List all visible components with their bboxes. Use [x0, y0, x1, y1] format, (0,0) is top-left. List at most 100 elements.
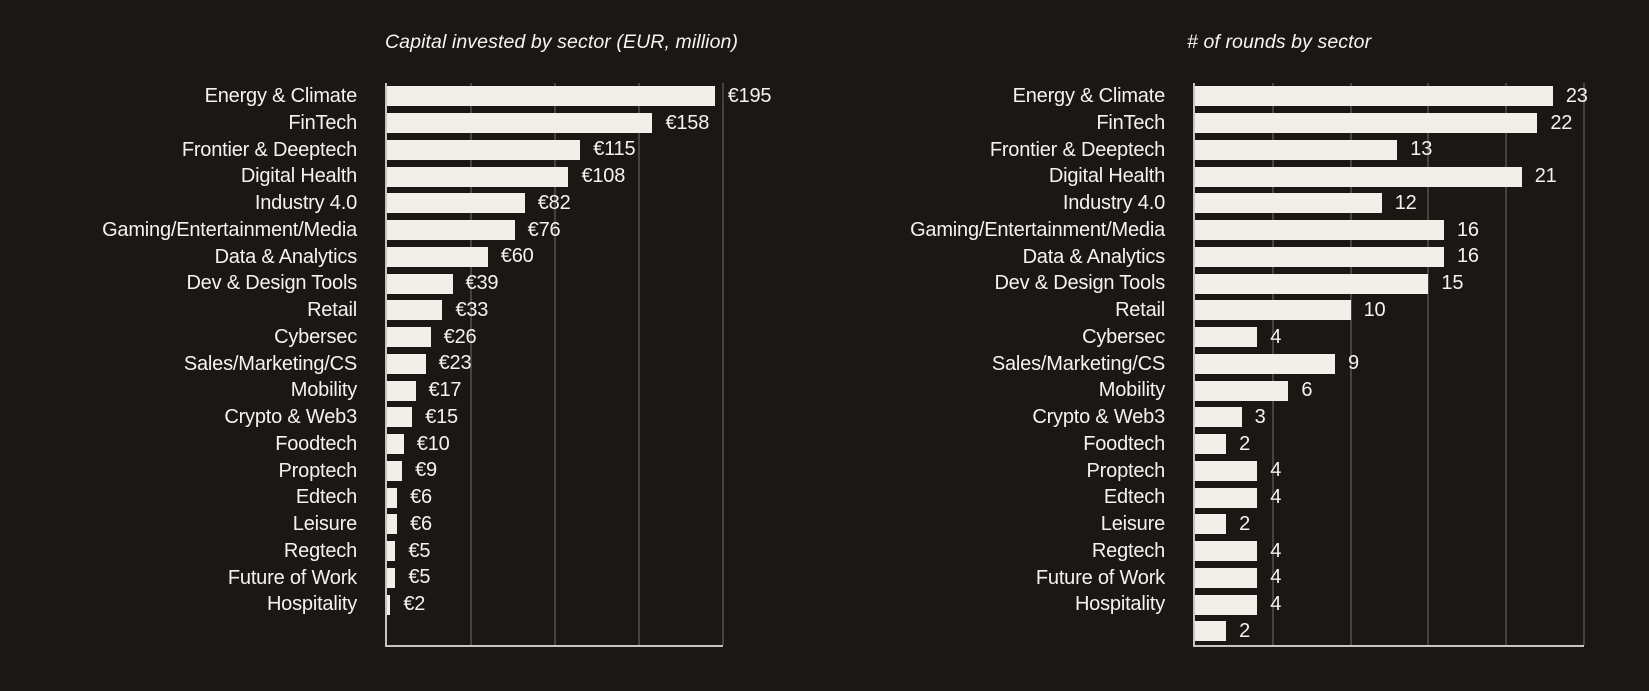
- gridline: [1349, 83, 1352, 645]
- value-label: €60: [500, 245, 534, 268]
- gridline: [638, 83, 640, 645]
- bar-row: €10: [387, 431, 723, 458]
- bar: [387, 567, 396, 588]
- value-label: 15: [1441, 272, 1464, 295]
- bar-row: €5: [387, 538, 723, 565]
- category-label: Dev & Design Tools: [994, 272, 1165, 295]
- bar-row: €33: [387, 297, 723, 324]
- bar-row: €158: [387, 110, 723, 137]
- plot-area: €195 €158 €115 €108 €82 €76 €60 €39 €33 €26 €23 €17…: [385, 83, 771, 647]
- bar: [387, 273, 453, 294]
- value-label: 9: [1348, 352, 1359, 375]
- bar-row: 4: [1195, 591, 1584, 618]
- category-label: Regtech: [283, 539, 357, 562]
- category-label: FinTech: [1096, 111, 1165, 134]
- bar-row: 3: [1195, 404, 1584, 431]
- value-label: 22: [1550, 111, 1573, 134]
- plot-area: 23 22 13 21 12 16 16 15 10 4 9 6 3 2 4 4 2 4 4 4 2: [1193, 83, 1588, 647]
- bar: [1195, 514, 1227, 535]
- category-label: [788, 618, 1165, 645]
- bar-row: 10: [1195, 297, 1584, 324]
- bar: [1195, 594, 1258, 615]
- bar: [1195, 86, 1553, 107]
- gridline: [722, 83, 724, 645]
- category-label: Frontier & Deeptech: [181, 138, 357, 161]
- bar-row: €60: [387, 244, 723, 271]
- bar: [1195, 541, 1258, 562]
- bar: [387, 541, 396, 562]
- bar-row: 12: [1195, 190, 1584, 217]
- value-label: 2: [1239, 512, 1251, 535]
- category-label: Cybersec: [1082, 325, 1165, 348]
- chart-title: # of rounds by sector: [1187, 31, 1372, 53]
- bar: [387, 139, 581, 160]
- bar-row: 4: [1195, 538, 1584, 565]
- bar: [1195, 380, 1289, 401]
- value-label: €9: [415, 459, 437, 482]
- bar-row: 2: [1195, 431, 1584, 458]
- value-label: €82: [537, 191, 571, 214]
- category-label: Crypto & Web3: [224, 406, 357, 428]
- bar-row: €17: [387, 377, 723, 404]
- category-label: Regtech: [1091, 539, 1165, 562]
- value-label: 4: [1270, 325, 1282, 348]
- bar: [387, 407, 413, 428]
- bar-row: €6: [387, 511, 723, 538]
- bar-row: €2: [387, 591, 723, 618]
- value-label: 23: [1565, 84, 1588, 107]
- bar-row: 2: [1195, 511, 1584, 538]
- category-label: Energy & Climate: [1012, 85, 1166, 107]
- value-label: €17: [428, 379, 462, 402]
- bar-row: €115: [387, 137, 723, 164]
- category-label: FinTech: [288, 111, 357, 134]
- value-label: €5: [408, 539, 431, 562]
- gridline: [1583, 83, 1585, 645]
- rounds-chart: # of rounds by sector Energy & Climate Fi…: [788, 30, 1628, 647]
- bar: [1195, 567, 1258, 588]
- bar: [387, 193, 525, 214]
- category-label: Foodtech: [275, 432, 357, 455]
- value-label: 3: [1254, 405, 1266, 428]
- bar-row: 16: [1195, 244, 1584, 271]
- gridline: [1427, 83, 1430, 645]
- bar-row: 6: [1195, 377, 1584, 404]
- bar: [1195, 407, 1242, 428]
- bar: [1195, 166, 1522, 187]
- chart-body: Energy & Climate FinTech Frontier & Deepte…: [20, 83, 820, 647]
- value-label: €5: [408, 566, 431, 589]
- value-label: 12: [1394, 191, 1417, 214]
- bar-row: €9: [387, 458, 723, 485]
- value-label: 13: [1410, 138, 1433, 161]
- category-label: Crypto & Web3: [1032, 406, 1165, 428]
- value-label: 4: [1270, 593, 1282, 616]
- category-labels: Energy & Climate FinTech Frontier & Deepte…: [788, 83, 1193, 647]
- category-label: Digital Health: [1048, 165, 1165, 188]
- bar-row: 16: [1195, 217, 1584, 244]
- value-label: €23: [438, 352, 472, 375]
- category-label: Gaming/Entertainment/Media: [102, 218, 357, 241]
- value-label: €33: [455, 298, 489, 321]
- value-label: 6: [1301, 379, 1313, 402]
- category-label: Retail: [1115, 299, 1165, 321]
- value-label: 4: [1270, 539, 1282, 562]
- category-label: Digital Health: [240, 165, 357, 188]
- bar: [387, 220, 515, 241]
- bar: [387, 327, 431, 348]
- category-label: Future of Work: [1035, 566, 1165, 589]
- category-label: Mobility: [1098, 379, 1165, 402]
- bar: [1195, 273, 1429, 294]
- bar-row: 2: [1195, 618, 1584, 645]
- bar: [387, 487, 398, 508]
- gridline: [554, 83, 556, 645]
- category-label: Cybersec: [274, 325, 357, 348]
- category-label: Leisure: [1100, 513, 1165, 535]
- value-label: 4: [1270, 486, 1282, 509]
- bar-row: €108: [387, 163, 723, 190]
- category-label: Future of Work: [227, 566, 357, 589]
- category-label: Industry 4.0: [1062, 192, 1165, 214]
- bar: [1195, 353, 1336, 374]
- value-label: 16: [1456, 218, 1479, 241]
- bar: [387, 113, 653, 134]
- bar-row: 4: [1195, 565, 1584, 592]
- bar: [387, 86, 715, 107]
